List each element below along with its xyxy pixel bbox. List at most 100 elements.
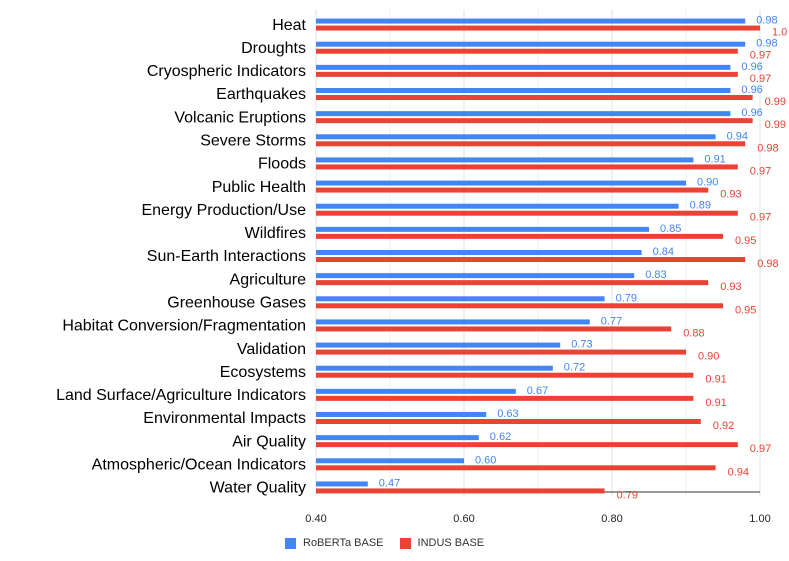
bar-indus-8 xyxy=(316,210,738,216)
data-label-indus-18: 0.97 xyxy=(750,443,771,455)
bar-roberta-6 xyxy=(316,157,694,163)
bar-indus-17 xyxy=(316,419,701,424)
data-label-indus-7: 0.93 xyxy=(720,189,741,201)
bar-indus-9 xyxy=(316,233,723,239)
category-label-3: Earthquakes xyxy=(216,86,306,103)
data-label-indus-4: 0.99 xyxy=(765,119,786,131)
data-label-indus-8: 0.97 xyxy=(750,212,771,224)
bar-roberta-16 xyxy=(316,388,516,394)
bar-roberta-17 xyxy=(316,412,487,417)
data-label-indus-13: 0.88 xyxy=(683,327,704,339)
x-tick-label-2: 0.80 xyxy=(601,513,622,525)
data-label-indus-19: 0.94 xyxy=(728,466,749,478)
data-label-roberta-1: 0.98 xyxy=(756,38,777,50)
data-label-roberta-16: 0.67 xyxy=(527,385,548,397)
legend: RoBERTa BASE INDUS BASE xyxy=(285,537,500,549)
bar-indus-10 xyxy=(316,257,746,262)
data-label-roberta-14: 0.73 xyxy=(571,339,592,351)
data-label-roberta-6: 0.91 xyxy=(704,153,725,165)
data-label-roberta-4: 0.96 xyxy=(741,107,762,119)
data-label-roberta-9: 0.85 xyxy=(660,223,681,235)
category-label-20: Water Quality xyxy=(210,480,306,497)
bar-indus-6 xyxy=(316,164,738,170)
bar-roberta-2 xyxy=(316,64,731,70)
category-label-15: Ecosystems xyxy=(220,364,306,381)
data-label-roberta-10: 0.84 xyxy=(653,246,674,258)
category-label-6: Floods xyxy=(258,156,306,173)
data-label-indus-14: 0.90 xyxy=(698,351,719,363)
legend-swatch-indus xyxy=(399,537,411,549)
data-label-roberta-17: 0.63 xyxy=(497,408,518,420)
category-labels: Heat Droughts Cryospheric Indicators Earthq… xyxy=(56,17,306,497)
category-label-1: Droughts xyxy=(241,40,306,57)
legend-label-roberta: RoBERTa BASE xyxy=(303,537,384,549)
bar-roberta-18 xyxy=(316,435,479,441)
category-label-9: Wildfires xyxy=(245,225,306,242)
data-label-roberta-2: 0.96 xyxy=(741,61,762,73)
x-tick-label-3: 1.00 xyxy=(749,513,770,525)
bar-roberta-20 xyxy=(316,481,368,487)
category-label-12: Greenhouse Gases xyxy=(167,295,306,312)
category-label-4: Volcanic Eruptions xyxy=(174,109,306,126)
bar-roberta-1 xyxy=(316,41,746,47)
category-label-7: Public Health xyxy=(212,179,306,196)
data-label-indus-17: 0.92 xyxy=(713,420,734,432)
bar-indus-18 xyxy=(316,442,738,448)
data-label-indus-12: 0.95 xyxy=(735,304,756,316)
data-label-indus-15: 0.91 xyxy=(705,374,726,386)
data-label-indus-10: 0.98 xyxy=(757,258,778,270)
category-label-13: Habitat Conversion/Fragmentation xyxy=(62,318,306,335)
data-label-indus-6: 0.97 xyxy=(750,165,771,177)
bar-roberta-19 xyxy=(316,458,464,464)
data-label-indus-20: 0.79 xyxy=(617,489,638,501)
data-label-indus-2: 0.97 xyxy=(750,73,771,85)
bar-indus-13 xyxy=(316,326,672,332)
data-label-indus-1: 0.97 xyxy=(750,50,771,62)
bar-indus-12 xyxy=(316,303,723,309)
data-label-roberta-13: 0.77 xyxy=(601,315,622,327)
data-label-indus-5: 0.98 xyxy=(757,142,778,154)
category-label-18: Air Quality xyxy=(232,433,306,450)
category-label-19: Atmospheric/Ocean Indicators xyxy=(92,457,306,474)
category-label-17: Environmental Impacts xyxy=(143,410,306,427)
bar-roberta-15 xyxy=(316,365,553,371)
category-label-11: Agriculture xyxy=(230,271,307,288)
data-label-indus-9: 0.95 xyxy=(735,235,756,247)
data-label-roberta-11: 0.83 xyxy=(645,269,666,281)
bar-indus-2 xyxy=(316,71,738,77)
x-tick-label-0: 0.40 xyxy=(305,513,326,525)
bar-indus-16 xyxy=(316,395,694,401)
category-label-5: Severe Storms xyxy=(200,133,306,150)
legend-item-roberta: RoBERTa BASE xyxy=(285,537,384,549)
bar-indus-15 xyxy=(316,372,694,378)
bar-indus-19 xyxy=(316,465,716,471)
data-label-roberta-8: 0.89 xyxy=(690,200,711,212)
bar-roberta-9 xyxy=(316,226,649,232)
bar-roberta-7 xyxy=(316,180,686,186)
bar-roberta-0 xyxy=(316,18,746,24)
category-label-14: Validation xyxy=(237,341,306,358)
bar-roberta-11 xyxy=(316,273,635,279)
category-label-8: Energy Production/Use xyxy=(141,202,306,219)
bar-roberta-4 xyxy=(316,111,731,117)
category-label-2: Cryospheric Indicators xyxy=(147,63,306,80)
bar-indus-5 xyxy=(316,141,746,147)
bar-indus-3 xyxy=(316,95,753,100)
data-label-roberta-18: 0.62 xyxy=(490,431,511,443)
bar-roberta-14 xyxy=(316,342,561,348)
bar-indus-1 xyxy=(316,48,738,54)
bar-roberta-3 xyxy=(316,88,731,93)
bar-indus-4 xyxy=(316,118,753,124)
data-label-indus-11: 0.93 xyxy=(720,281,741,293)
bar-roberta-5 xyxy=(316,134,716,140)
bar-roberta-13 xyxy=(316,319,590,325)
category-label-16: Land Surface/Agriculture Indicators xyxy=(56,387,306,404)
data-label-roberta-3: 0.96 xyxy=(741,84,762,96)
legend-swatch-roberta xyxy=(285,537,296,549)
data-label-indus-3: 0.99 xyxy=(765,96,786,108)
data-label-roberta-7: 0.90 xyxy=(697,177,718,189)
data-label-roberta-12: 0.79 xyxy=(616,292,637,304)
category-label-10: Sun-Earth Interactions xyxy=(147,248,306,265)
data-label-indus-16: 0.91 xyxy=(705,397,726,409)
